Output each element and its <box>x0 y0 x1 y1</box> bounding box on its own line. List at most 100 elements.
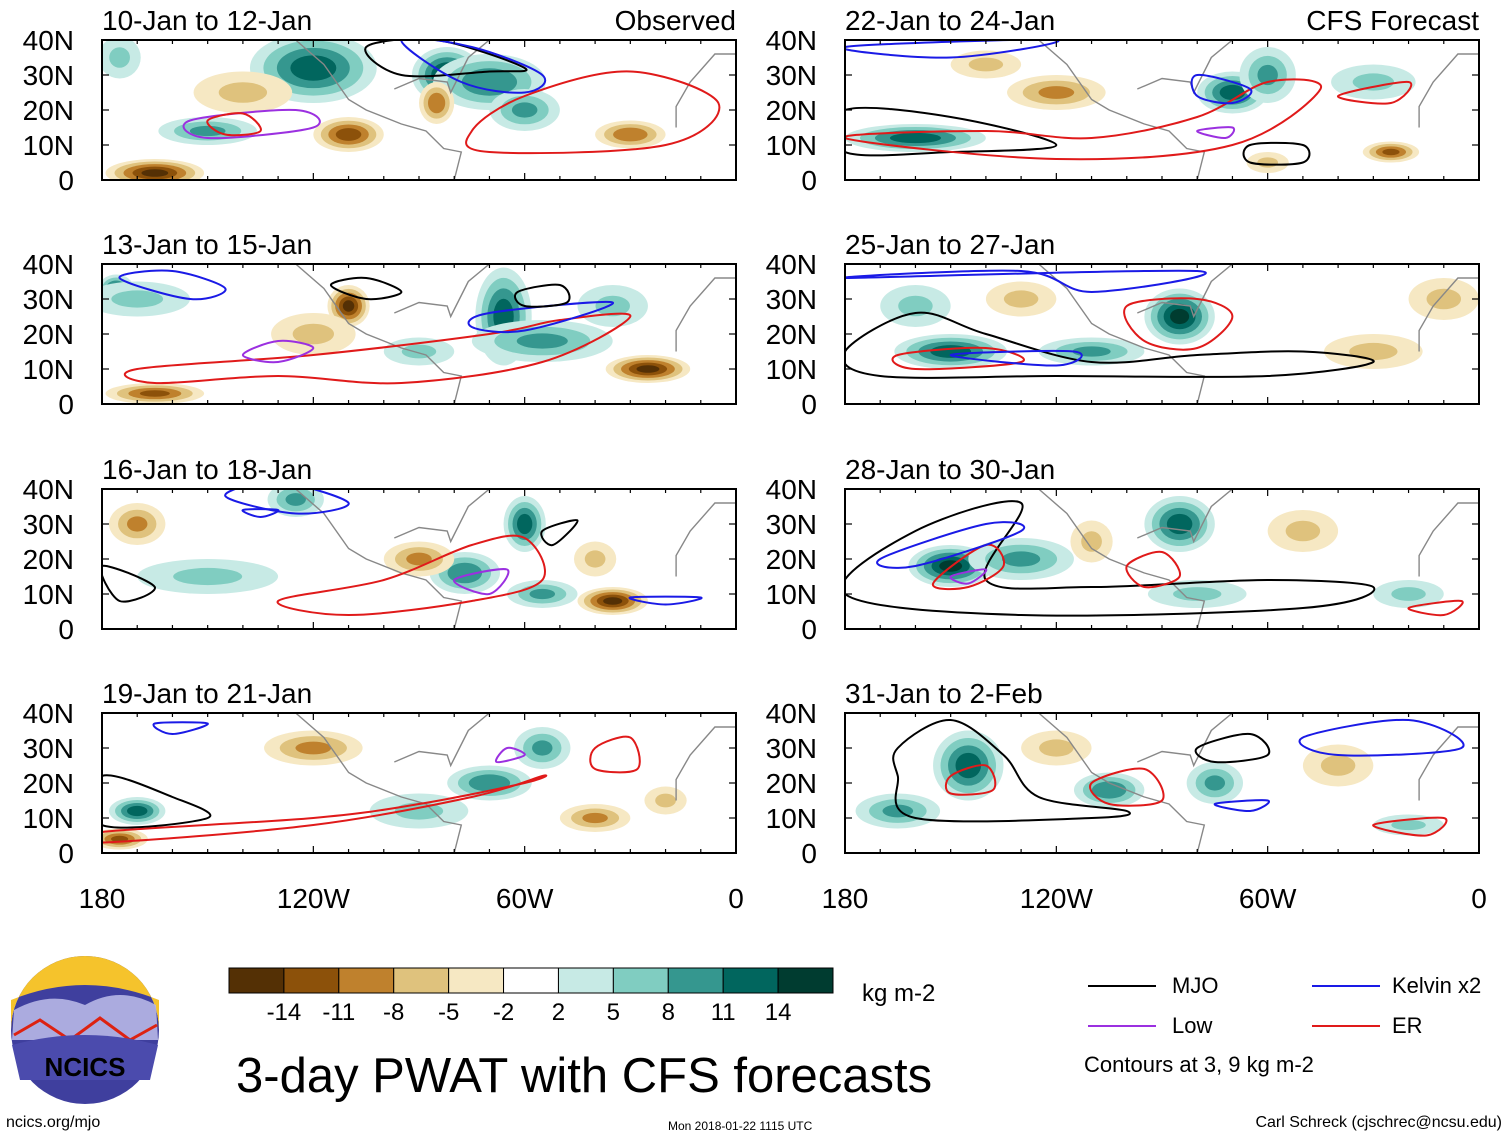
panel: 0 10N 20N 30N 40N 10-Jan to 12-Jan Observed <box>23 5 737 196</box>
coastline <box>394 264 490 319</box>
pwat-anomaly-blob <box>139 390 170 397</box>
er-contour <box>123 312 632 385</box>
panel-title: 16-Jan to 18-Jan <box>102 454 312 485</box>
legend-lines <box>1088 985 1380 1027</box>
er-contour <box>1123 297 1234 351</box>
coastline <box>394 40 490 95</box>
pwat-anomaly-blob <box>955 752 982 779</box>
coastline <box>295 264 463 404</box>
colorbar-swatch <box>338 967 395 994</box>
mjo-contour <box>1242 141 1311 166</box>
lat-tick-label: 40N <box>23 474 74 505</box>
panel: 0 10N 20N 30N 40N 28-Jan to 30-Jan <box>766 454 1480 645</box>
contours <box>845 40 1413 166</box>
pwat-anomaly-blob <box>401 344 437 359</box>
coastline <box>675 726 736 801</box>
coastline <box>295 40 463 180</box>
pwat-anomaly-blob <box>582 812 608 824</box>
ncics-logo: NCICS <box>11 956 159 1104</box>
lat-tick-label: 20N <box>23 95 74 126</box>
colorbar-tick-label: -11 <box>322 999 355 1026</box>
coastline <box>675 502 736 577</box>
contours-note: Contours at 3, 9 kg m-2 <box>1084 1052 1314 1077</box>
lat-tick-label: 20N <box>766 95 817 126</box>
pwat-anomaly-blob <box>1039 739 1074 757</box>
lat-tick-label: 10N <box>23 803 74 834</box>
colorbar-swatch <box>283 967 340 994</box>
colorbar-tick-label: -5 <box>438 999 459 1026</box>
pwat-anomaly-blob <box>342 300 355 312</box>
mjo-contour <box>102 774 212 829</box>
colorbar-swatch <box>228 967 285 994</box>
coastlines <box>1038 713 1479 853</box>
contours <box>845 269 1375 379</box>
coastline <box>1418 726 1479 801</box>
pwat-anomaly-blob <box>511 102 538 118</box>
pwat-anomaly-blob <box>1001 551 1041 567</box>
pwat-anomaly-blob <box>1091 781 1127 799</box>
er-contour <box>845 78 1322 161</box>
panel-label: CFS Forecast <box>1306 5 1479 36</box>
pwat-anomaly-blob <box>1257 157 1279 168</box>
pwat-anomaly-blob <box>406 552 432 566</box>
lat-tick-label: 40N <box>766 698 817 729</box>
lat-tick-label: 10N <box>766 803 817 834</box>
lat-tick-label: 20N <box>766 544 817 575</box>
kelvin-contour <box>241 508 280 519</box>
low-contour <box>241 339 315 364</box>
pwat-anomaly-blob <box>1391 587 1426 601</box>
pwat-anomaly-blob <box>636 365 660 373</box>
lat-tick-label: 10N <box>23 579 74 610</box>
low-contour <box>949 568 988 585</box>
kelvin-contour <box>118 269 227 301</box>
lat-tick-label: 40N <box>23 249 74 280</box>
coastline <box>1038 489 1206 629</box>
lat-tick-label: 30N <box>766 60 817 91</box>
coastlines <box>295 713 736 853</box>
pwat-anomaly-blob <box>111 290 164 308</box>
pwat-anomaly-blob <box>1170 308 1190 325</box>
panel-title: 28-Jan to 30-Jan <box>845 454 1055 485</box>
coastline <box>1038 264 1206 404</box>
lon-tick-label: 180 <box>79 883 126 914</box>
pwat-anomaly-blob <box>1219 84 1246 101</box>
pwat-field <box>908 496 1444 608</box>
pwat-field <box>855 730 1444 836</box>
colorbar-units: kg m-2 <box>862 980 936 1007</box>
panel: 0 10N 20N 30N 40N 25-Jan to 27-Jan <box>766 229 1480 420</box>
pwat-anomaly-blob <box>1003 290 1039 308</box>
panel-title: 10-Jan to 12-Jan <box>102 5 312 36</box>
panel-background <box>102 713 736 853</box>
kelvin-contour <box>400 40 547 94</box>
lon-tick-label: 180 <box>822 883 869 914</box>
pwat-anomaly-blob <box>295 741 332 755</box>
lat-tick-label: 0 <box>58 614 74 645</box>
panel-title: 13-Jan to 15-Jan <box>102 229 312 260</box>
pwat-anomaly-blob <box>127 805 148 817</box>
er-contour <box>589 735 641 774</box>
pwat-anomaly-blob <box>1081 531 1102 552</box>
panel-title: 22-Jan to 24-Jan <box>845 5 1055 36</box>
colorbar-tick-label: 8 <box>662 999 675 1026</box>
kelvin-contour <box>152 721 209 736</box>
contours <box>102 489 703 617</box>
kelvin-contour <box>845 269 1207 294</box>
kelvin-contour <box>1213 799 1270 813</box>
coastline <box>1137 489 1233 544</box>
colorbar-tick-label: 11 <box>711 999 736 1026</box>
lon-tick-label: 0 <box>728 883 744 914</box>
colorbar-swatch <box>722 967 779 994</box>
colorbar-swatch <box>503 967 559 994</box>
coastlines <box>1038 489 1479 629</box>
lat-tick-label: 0 <box>801 165 817 196</box>
pwat-anomaly-blob <box>1038 86 1075 99</box>
panel: 0 10N 20N 30N 40N 13-Jan to 15-Jan <box>23 229 737 420</box>
colorbar-swatch <box>448 967 505 994</box>
panel: 0 10N 20N 30N 40N 22-Jan to 24-Jan CFS Forecas… <box>766 5 1480 196</box>
lat-tick-label: 40N <box>766 249 817 280</box>
coastlines <box>1038 264 1479 404</box>
lat-tick-label: 10N <box>23 130 74 161</box>
lat-tick-label: 10N <box>23 354 74 385</box>
lon-tick-label: 60W <box>496 883 554 914</box>
